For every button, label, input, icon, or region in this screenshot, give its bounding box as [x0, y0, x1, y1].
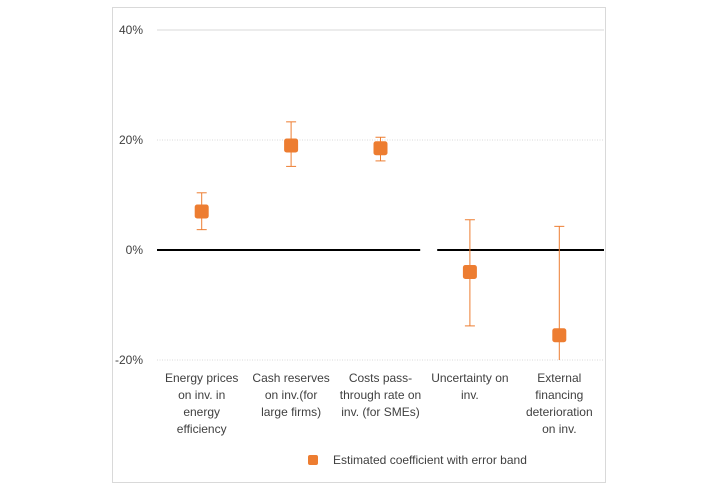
data-point — [373, 141, 388, 156]
y-tick-label: -20% — [115, 353, 143, 367]
x-category-label: Cash reserves on inv.(for large firms) — [252, 371, 330, 419]
y-tick-label: 40% — [119, 23, 143, 37]
y-tick-label: 0% — [126, 243, 144, 257]
legend: Estimated coefficient with error band — [308, 452, 527, 468]
data-point — [284, 138, 299, 153]
data-point — [194, 204, 209, 219]
x-category-label: Uncertainty on inv. — [431, 371, 509, 402]
legend-marker-icon — [308, 455, 318, 465]
chart-frame — [112, 7, 606, 483]
y-tick-label: 20% — [119, 133, 143, 147]
x-category-label: Costs pass- through rate on inv. (for SM… — [339, 371, 422, 419]
x-category-label: External financing deterioration on inv. — [525, 371, 593, 436]
x-category-label: Energy prices on inv. in energy efficien… — [165, 371, 239, 436]
data-point — [552, 328, 567, 343]
data-point — [462, 265, 477, 279]
legend-label: Estimated coefficient with error band — [333, 453, 527, 467]
